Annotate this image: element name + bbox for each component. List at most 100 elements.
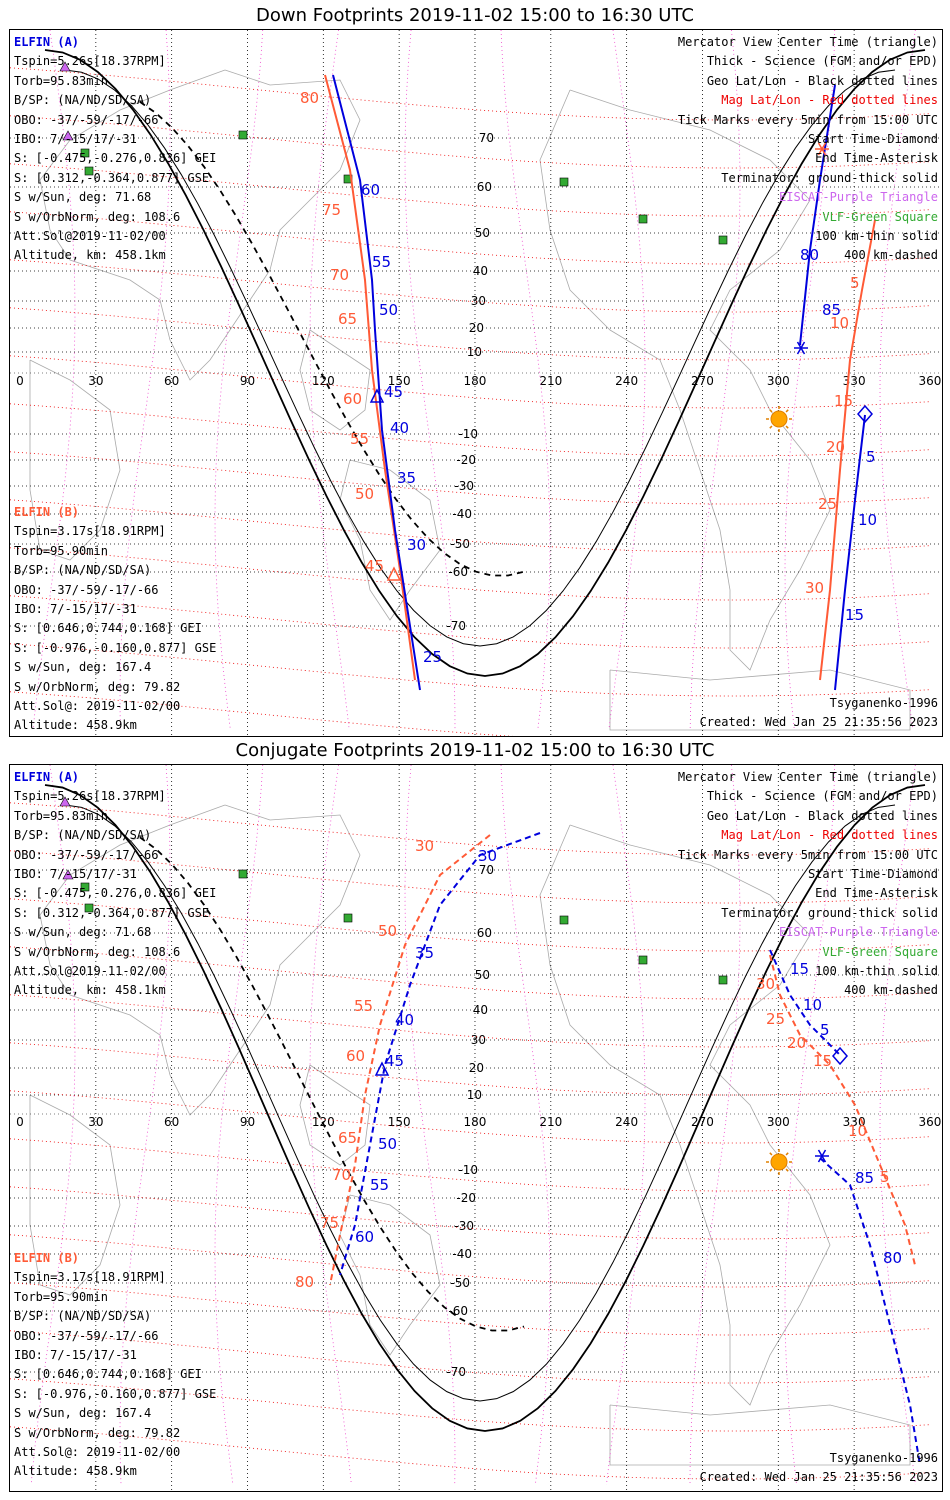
elfin-b-time-label: 55 [354,997,373,1015]
sun-ray [785,1168,789,1172]
elfin-b-time-label: 5 [850,274,860,292]
mag-lat-line [10,67,931,121]
legend-line: 100 km-thin solid [815,963,938,978]
mag-lat-line [10,403,931,457]
lat-tick-label: -10 [458,427,478,441]
center-time-triangle [386,566,402,581]
elfin-b-time-label: 80 [295,1273,314,1291]
lat-tick-label: -50 [450,1276,470,1290]
info-line: B/SP: (NA/ND/SD/SA) [14,93,152,108]
elfin-b-info: ELFIN (B) Tspin=3.17s[18.91RPM] Torb=95.… [14,1249,216,1482]
info-line: Altitude, km: 458.1km [14,248,166,263]
elfin-b-info: ELFIN (B) Tspin=3.17s[18.91RPM] Torb=95.… [14,503,216,736]
lon-tick-label: 180 [464,374,487,388]
panel-title-down: Down Footprints 2019-11-02 15:00 to 16:3… [256,5,694,26]
info-line: Altitude: 458.9km [14,718,137,733]
elfin-b-time-label: 30 [805,579,824,597]
mag-lon-line [214,765,264,1486]
terminator-100km [64,69,896,647]
lat-tick-label: 10 [467,1088,482,1102]
elfin-b-label: ELFIN (B) [14,505,80,519]
vlf-station-square [718,975,728,985]
info-line: Tspin=5.26s[18.37RPM] [14,54,166,69]
mag-lat-line [10,1138,931,1192]
legend-line: Geo Lat/Lon - Black dotted lines [706,73,938,88]
mag-lat-line [10,355,931,409]
lat-tick-label: -40 [452,1247,472,1261]
elfin-b-time-label: 5 [880,1168,890,1186]
info-line: Tspin=5.26s[18.37RPM] [14,789,166,804]
elfin-b-time-label: 20 [787,1034,806,1052]
lon-tick-label: 150 [388,1115,411,1129]
mag-lat-line [10,1042,931,1096]
mag-lon-line [404,30,456,731]
lon-tick-label: 360 [919,1115,942,1129]
elfin-a-time-label: 80 [800,246,819,264]
mag-lat-line [10,850,931,904]
elfin-b-label: ELFIN (B) [14,1251,80,1265]
elfin-a-time-label: 40 [395,1011,414,1029]
mag-lon-line [784,765,836,1486]
elfin-b-time-label: 75 [320,1214,339,1232]
info-line: IBO: 7/-15/17/-31 [14,866,137,881]
lat-tick-label: -40 [452,507,472,521]
elfin-b-time-label: 25 [818,495,837,513]
terminator-ground [44,784,926,1432]
info-line: IBO: 7/-15/17/-31 [14,131,137,146]
info-line: S: [-0.475,-0.276,0.836] GEI [14,151,217,166]
elfin-a-time-label: 15 [845,606,864,624]
elfin-b-track [329,834,491,1286]
legend-line: Mag Lat/Lon - Red dotted lines [721,93,938,108]
elfin-a-info: ELFIN (A) Tspin=5.26s[18.37RPM] Torb=95.… [14,768,216,1001]
sun-icon [770,410,788,428]
elfin-a-time-label: 10 [858,511,877,529]
info-line: OBO: -37/-59/-17/-66 [14,847,159,862]
lat-tick-label: 30 [471,294,486,308]
elfin-a-time-label: 50 [379,301,398,319]
elfin-b-track-right [819,219,876,681]
lat-tick-label: 70 [479,131,494,145]
mag-lon-line [689,30,741,731]
sun-ray [785,409,789,413]
vlf-station-square [238,130,248,140]
info-line: Torb=95.90min [14,543,108,558]
lon-tick-label: 30 [88,1115,103,1129]
elfin-a-label: ELFIN (A) [14,35,80,49]
legend-line: Terminator: ground-thick solid [721,905,938,920]
continent-outline [299,1064,371,1166]
lon-tick-label: 0 [16,1115,24,1129]
legend-line: Mercator View Center Time (triangle) [677,35,938,49]
vlf-station-square [559,915,569,925]
mag-lon-line [119,765,171,1486]
terminator-400km [139,101,525,577]
lat-tick-label: 40 [473,264,488,278]
info-line: S w/OrbNorm, deg: 108.6 [14,944,181,959]
legend-line: 400 km-dashed [844,248,938,263]
legend-line: VLF-Green Square [822,944,938,959]
elfin-a-track [339,832,541,1276]
elfin-b-time-label: 20 [826,438,845,456]
mag-lat-line [10,451,931,505]
footer-info: Tsyganenko-1996 Created: Wed Jan 25 21:3… [700,1449,938,1488]
vlf-station-square [559,177,569,187]
info-line: Att.Sol@: 2019-11-02/00 [14,1444,181,1459]
elfin-b-time-label: 15 [834,392,853,410]
legend-line: EISCAT-Purple Triangle [779,190,938,205]
lon-tick-label: 270 [691,374,714,388]
mag-lat-line [10,499,931,553]
lon-tick-label: 360 [919,374,942,388]
sun-ray [769,1168,773,1172]
elfin-a-time-label: 55 [372,253,391,271]
continent-outline [299,329,371,431]
center-time-triangle [374,1061,390,1076]
end-asterisk [796,341,806,355]
down-footprints-map: 0 30 60 90 120 150 180 210 240 270 300 330 360 70 60 50… [9,29,943,737]
created-timestamp: Created: Wed Jan 25 21:35:56 2023 [699,1470,938,1485]
info-line: IBO: 7/-15/17/-31 [14,601,137,616]
info-line: OBO: -37/-59/-17/-66 [14,582,159,597]
info-line: S w/Sun, deg: 71.68 [14,925,152,940]
mag-lat-line [10,1090,931,1144]
lat-tick-label: -60 [448,565,468,579]
elfin-a-time-label: 85 [855,1169,874,1187]
mag-lon-line [404,765,456,1486]
